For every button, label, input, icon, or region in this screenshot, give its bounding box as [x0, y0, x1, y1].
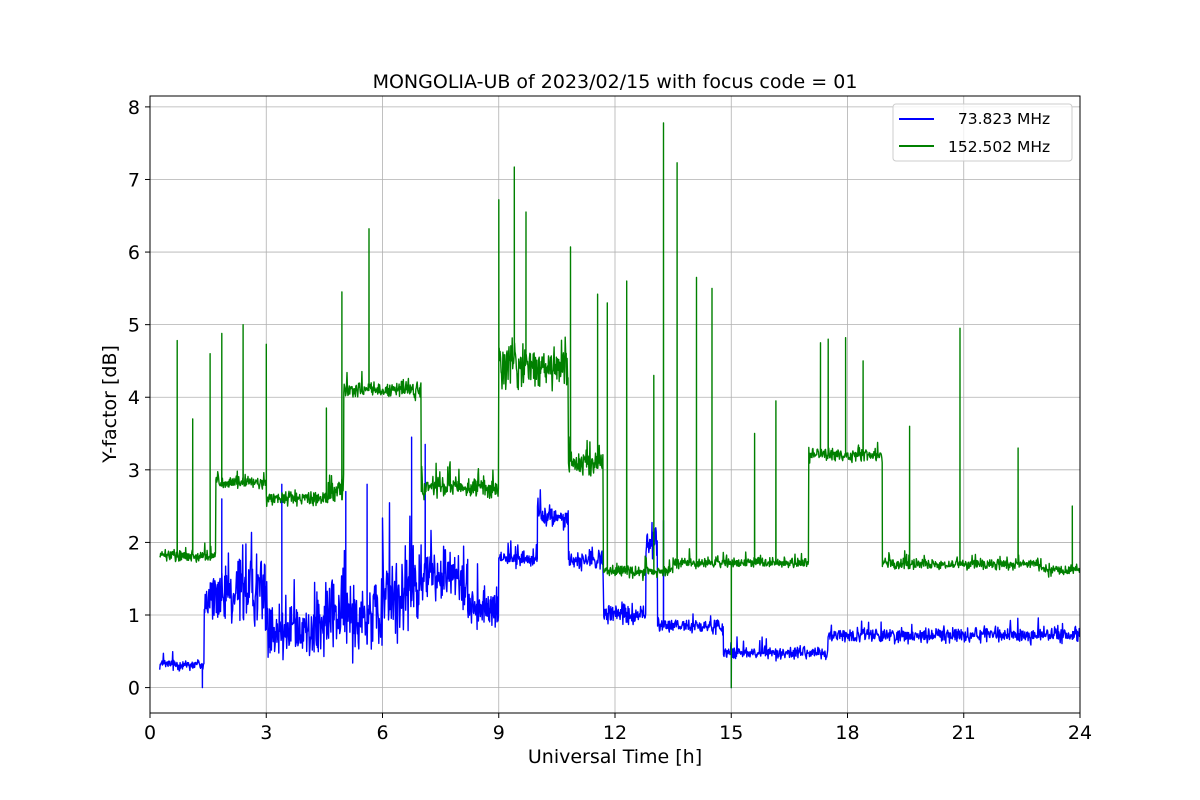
series-layer — [159, 122, 1080, 689]
x-axis: 0 3 6 9 12 15 18 21 24 — [144, 713, 1092, 744]
x-tick-label-1: 3 — [260, 722, 272, 744]
x-tick-label-8: 24 — [1068, 722, 1092, 744]
legend-label-series-2: 152.502 MHz — [948, 138, 1050, 156]
grid — [150, 96, 1080, 713]
legend-box — [892, 103, 1073, 162]
x-tick-label-7: 21 — [952, 722, 976, 744]
series-line-1 — [159, 436, 1080, 689]
x-tick-label-3: 9 — [493, 722, 505, 744]
series-line-2 — [159, 122, 1080, 689]
x-tick-label-2: 6 — [376, 722, 388, 744]
y-tick-label-4: 4 — [128, 387, 140, 409]
y-tick-label-6: 6 — [128, 242, 140, 264]
x-tick-label-5: 15 — [719, 722, 743, 744]
legend: 73.823 MHz 152.502 MHz — [892, 103, 1073, 162]
legend-label-series-1: 73.823 MHz — [948, 110, 1050, 128]
y-tick-label-3: 3 — [128, 460, 140, 482]
y-axis-label: Y-factor [dB] — [99, 345, 121, 464]
x-tick-label-6: 18 — [835, 722, 859, 744]
x-tick-label-4: 12 — [603, 722, 627, 744]
y-tick-label-8: 8 — [128, 97, 140, 119]
chart-title: MONGOLIA-UB of 2023/02/15 with focus cod… — [373, 71, 858, 93]
y-tick-label-2: 2 — [128, 532, 140, 554]
y-tick-label-0: 0 — [128, 678, 140, 700]
y-tick-label-7: 7 — [128, 169, 140, 191]
y-tick-label-1: 1 — [128, 605, 140, 627]
x-axis-label: Universal Time [h] — [528, 746, 702, 768]
y-axis: 0 1 2 3 4 5 6 7 8 — [128, 97, 150, 700]
x-tick-label-0: 0 — [144, 722, 156, 744]
y-tick-label-5: 5 — [128, 315, 140, 337]
